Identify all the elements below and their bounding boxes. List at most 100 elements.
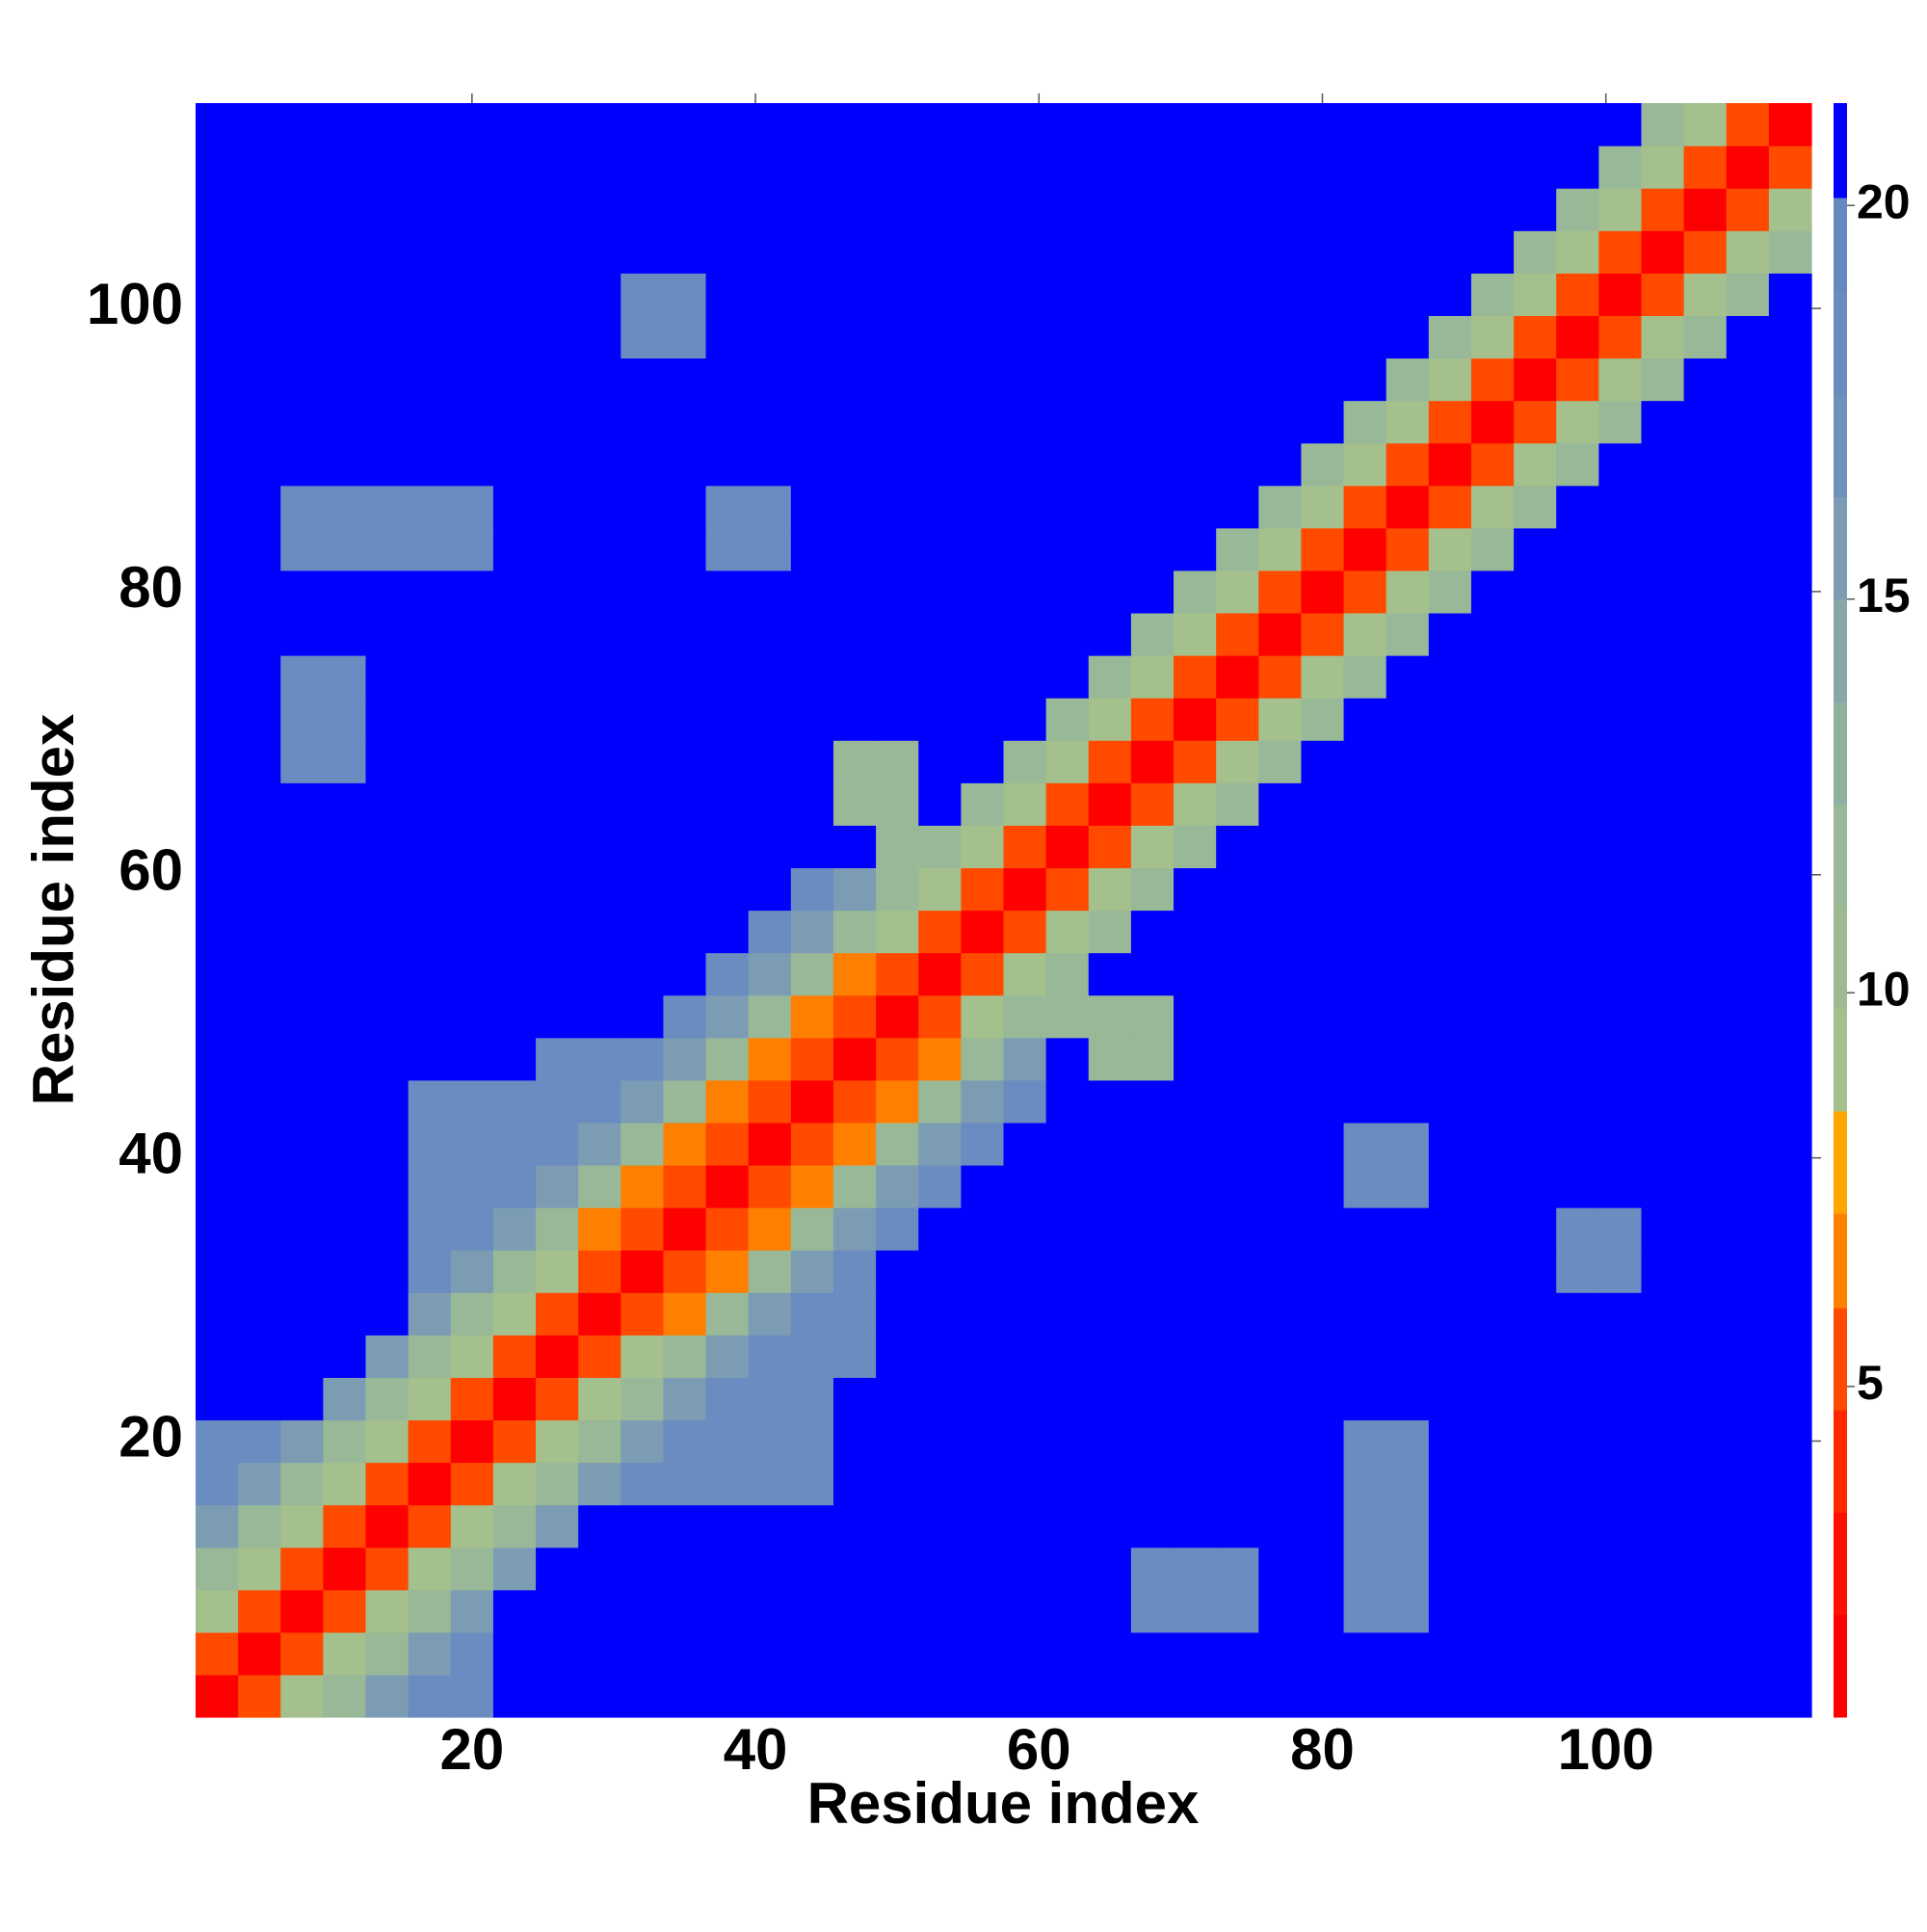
heatmap-cell — [1641, 1122, 1685, 1166]
heatmap-cell — [1130, 1462, 1175, 1506]
heatmap-cell — [1174, 1335, 1217, 1378]
heatmap-cell — [663, 825, 707, 869]
heatmap-cell — [620, 273, 665, 316]
heatmap-cell — [365, 825, 409, 869]
heatmap-cell — [876, 825, 919, 869]
heatmap-cell — [832, 315, 877, 359]
heatmap-cell — [365, 1037, 409, 1081]
heatmap-cell — [1598, 910, 1643, 954]
heatmap-cell — [365, 1504, 409, 1548]
heatmap-cell — [705, 146, 750, 189]
heatmap-cell — [961, 1674, 1005, 1718]
heatmap-cell — [1258, 230, 1303, 274]
heatmap-cell — [620, 527, 665, 571]
heatmap-cell — [1598, 1504, 1643, 1548]
heatmap-cell — [1003, 740, 1047, 783]
heatmap-cell — [323, 357, 367, 402]
colorbar-tick-label: 10 — [1857, 962, 1911, 1016]
heatmap-cell — [663, 400, 707, 444]
heatmap-cell — [1598, 698, 1643, 741]
heatmap-cell — [705, 698, 750, 741]
heatmap-cell — [1174, 527, 1217, 571]
heatmap-cell — [1598, 1079, 1643, 1124]
heatmap-cell — [1343, 315, 1387, 359]
heatmap-cell — [1216, 442, 1259, 487]
heatmap-cell — [1683, 1250, 1728, 1293]
heatmap-cell — [1726, 1547, 1770, 1591]
heatmap-cell — [196, 1462, 239, 1506]
heatmap-cell — [1343, 1207, 1387, 1251]
heatmap-cell — [1386, 1547, 1430, 1591]
heatmap-cell — [1470, 782, 1515, 826]
heatmap-cell — [238, 1504, 281, 1548]
heatmap-cell — [536, 569, 579, 614]
heatmap-cell — [1045, 357, 1090, 402]
heatmap-cell — [748, 103, 792, 146]
heatmap-cell — [1683, 527, 1728, 571]
heatmap-cell — [536, 1292, 579, 1336]
heatmap-cell — [1641, 1037, 1685, 1081]
heatmap-cell — [365, 1631, 409, 1676]
heatmap-cell — [876, 1292, 919, 1336]
heatmap-cell — [1726, 357, 1770, 402]
heatmap-cell — [1726, 698, 1770, 741]
colorbar-segment — [1834, 906, 1847, 1010]
heatmap-cell — [1768, 357, 1812, 402]
heatmap-cell — [280, 188, 324, 231]
heatmap-cell — [1174, 1250, 1217, 1293]
heatmap-cell — [280, 655, 324, 699]
heatmap-cell — [748, 1377, 792, 1421]
heatmap-cell — [961, 485, 1005, 529]
heatmap-cell — [1556, 698, 1599, 741]
heatmap-cell — [1683, 569, 1728, 614]
heatmap-cell — [1726, 1462, 1770, 1506]
heatmap-cell — [1174, 188, 1217, 231]
heatmap-cell — [1428, 782, 1472, 826]
colorbar-segment — [1834, 1213, 1847, 1309]
heatmap-cell — [961, 188, 1005, 231]
heatmap-cell — [832, 1335, 877, 1378]
heatmap-cell — [1088, 1547, 1132, 1591]
heatmap-cell — [1556, 1547, 1599, 1591]
heatmap-cell — [536, 273, 579, 316]
heatmap-cell — [918, 952, 962, 996]
heatmap-cell — [450, 103, 494, 146]
heatmap-cell — [280, 1122, 324, 1166]
heatmap-cell — [1216, 485, 1259, 529]
heatmap-cell — [238, 1631, 281, 1676]
heatmap-cell — [1130, 1335, 1175, 1378]
heatmap-cell — [1216, 527, 1259, 571]
heatmap-cell — [918, 1504, 962, 1548]
heatmap-cell — [663, 1037, 707, 1081]
heatmap-cell — [578, 1335, 621, 1378]
heatmap-cell — [961, 146, 1005, 189]
heatmap-cell — [1726, 569, 1770, 614]
heatmap-cell — [748, 273, 792, 316]
heatmap-cell — [1641, 1164, 1685, 1208]
colorbar-segment — [1834, 701, 1847, 805]
heatmap-cell — [1174, 698, 1217, 741]
heatmap-cell — [790, 1674, 834, 1718]
heatmap-cell — [1556, 527, 1599, 571]
heatmap-cell — [1768, 740, 1812, 783]
colorbar-tick-label: 20 — [1857, 174, 1911, 228]
heatmap-cell — [620, 357, 665, 402]
heatmap-cell — [408, 1504, 452, 1548]
heatmap-cell — [1726, 867, 1770, 912]
heatmap-cell — [748, 1631, 792, 1676]
heatmap-cell — [365, 1674, 409, 1718]
heatmap-cell — [1768, 146, 1812, 189]
heatmap-cell — [1216, 357, 1259, 402]
heatmap-cell — [536, 1589, 579, 1633]
heatmap-cell — [280, 910, 324, 954]
heatmap-cell — [1598, 867, 1643, 912]
heatmap-cell — [961, 740, 1005, 783]
heatmap-cell — [1556, 1462, 1599, 1506]
heatmap-cell — [1598, 825, 1643, 869]
heatmap-cell — [1088, 1292, 1132, 1336]
heatmap-cell — [1003, 1164, 1047, 1208]
heatmap-cell — [365, 994, 409, 1039]
heatmap-cell — [1343, 655, 1387, 699]
heatmap-cell — [280, 1504, 324, 1548]
colorbar-segment — [1834, 103, 1847, 198]
